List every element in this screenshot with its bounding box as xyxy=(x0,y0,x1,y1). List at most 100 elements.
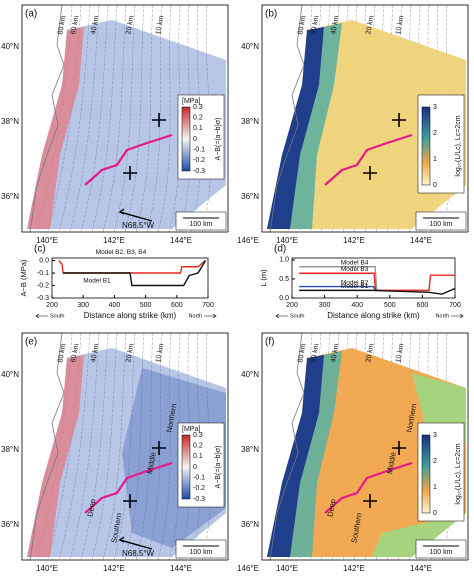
depth-label: 20 km xyxy=(365,343,375,363)
colorbar-tick: 0.2 xyxy=(193,115,203,122)
fault-trace xyxy=(324,133,413,186)
depth-label: 10 km xyxy=(155,343,165,363)
colorbar-tick: 0 xyxy=(193,464,197,471)
depth-label: 80 km xyxy=(297,15,307,35)
plot-area xyxy=(51,257,209,299)
y-tick-label: -0.2 xyxy=(37,282,49,289)
depth-contour xyxy=(58,332,91,561)
lon-label: 142°E xyxy=(343,564,365,571)
colorbar-tick: 3 xyxy=(433,104,437,111)
depth-contour xyxy=(113,332,136,561)
series-label: Model B2 xyxy=(341,279,369,286)
depth-label: 20 km xyxy=(365,15,375,35)
series-label: Model B2, B3, B4 xyxy=(96,249,147,256)
depth-contour xyxy=(102,4,127,233)
scale-label: 100 km xyxy=(190,221,213,228)
series-line xyxy=(299,272,455,292)
direction-arrow xyxy=(118,208,153,222)
colorbar xyxy=(421,434,431,514)
fault-trace xyxy=(84,461,173,514)
lon-label: 140°E xyxy=(276,236,298,245)
x-axis-title: Distance along strike (km) xyxy=(327,311,420,320)
x-tick-label: 200 xyxy=(46,302,58,309)
deep-strip xyxy=(267,27,324,229)
series-label: Model B3 xyxy=(341,266,369,273)
scale-box xyxy=(415,539,467,559)
panel-label: (d) xyxy=(274,244,286,255)
depth-label: 60 km xyxy=(310,15,320,35)
y-axis-title: L (m) xyxy=(259,269,268,287)
y-tick-label: -0.1 xyxy=(37,270,49,277)
colorbar-tick: -0.1 xyxy=(193,147,205,154)
colorbar-tick: 0.1 xyxy=(193,453,203,460)
colorbar-unit: [MPa] xyxy=(182,98,200,105)
lat-label: 38°N xyxy=(241,117,259,126)
colorbar-title: log₁₀(L/Lc), Lc=2cm xyxy=(455,115,462,176)
lat-label: 36°N xyxy=(241,192,259,201)
depth-label: 10 km xyxy=(155,15,165,35)
depth-contour xyxy=(69,4,100,233)
y-tick-label: 0.0 xyxy=(39,257,49,264)
map-panel: (b) 80 km 60 km 40 km 20 km 10 km 40°N 38°N 36°N… xyxy=(241,4,469,245)
colorbar xyxy=(421,106,431,186)
deep-strip xyxy=(27,355,84,557)
mid-strip xyxy=(290,23,342,229)
lon-label: 144°E xyxy=(170,236,192,245)
depth-label: 60 km xyxy=(70,15,80,35)
colorbar-tick: -0.1 xyxy=(193,475,205,482)
colorbar-tick: 0 xyxy=(193,136,197,143)
coastline xyxy=(29,4,65,233)
colorbar-tick: 0 xyxy=(433,182,437,189)
lat-label: 38°N xyxy=(1,117,19,126)
depth-label: 80 km xyxy=(297,343,307,363)
depth-contour xyxy=(69,332,100,561)
series-label: Model B1 xyxy=(341,283,369,290)
depth-label: 10 km xyxy=(395,343,405,363)
cross xyxy=(392,441,406,455)
lat-label: 36°N xyxy=(1,192,19,201)
depth-label: 60 km xyxy=(70,343,80,363)
colorbar-title: A−B(=(a−b)σ) xyxy=(215,117,222,160)
depth-label: 40 km xyxy=(330,15,340,35)
direction-label: N68.5°W xyxy=(122,549,155,558)
cross xyxy=(392,113,406,127)
depth-contour xyxy=(157,332,172,561)
depth-contour xyxy=(80,332,109,561)
lat-label: 36°N xyxy=(241,520,259,529)
depth-contour xyxy=(102,332,127,561)
x-tick-label: 300 xyxy=(319,302,331,309)
cross xyxy=(123,494,137,508)
colorbar-tick: 0.3 xyxy=(193,432,203,439)
depth-label: 20 km xyxy=(125,15,135,35)
direction-arrow xyxy=(118,536,153,550)
colorbar-tick: -0.2 xyxy=(193,485,205,492)
series-line xyxy=(299,287,456,295)
coastline xyxy=(29,332,65,561)
depth-contour xyxy=(135,4,154,233)
scale-label: 100 km xyxy=(430,549,453,556)
y-tick-label: 1.0 xyxy=(279,257,289,264)
map-frame xyxy=(21,332,229,561)
series-line xyxy=(63,260,207,287)
depth-contour xyxy=(58,4,91,233)
lon-label: 144°E xyxy=(410,236,432,245)
south-arrow xyxy=(275,313,288,319)
mid-strip xyxy=(290,351,342,557)
map-panel: (e) 80 km 60 km 40 km 20 km 10 km 40°N 38°N 36°N… xyxy=(1,332,259,573)
colorbar-title: log₁₀(L/Lc), Lc=2cm xyxy=(455,443,462,504)
colorbar-tick: -0.3 xyxy=(193,496,205,503)
cross xyxy=(363,166,377,180)
depth-label: 10 km xyxy=(395,15,405,35)
panel-label: (f) xyxy=(265,337,274,348)
x-axis-title: Distance along strike (km) xyxy=(84,311,177,320)
south-label: South xyxy=(290,313,304,319)
map-panel: (a) 80 km 60 km 40 km 20 km 10 km 40°N 38°N 36°N… xyxy=(1,4,259,245)
cross xyxy=(123,166,137,180)
colorbar-tick: 0.2 xyxy=(193,443,203,450)
fault-trace xyxy=(324,461,413,514)
south-arrow xyxy=(35,313,48,319)
depth-label: 40 km xyxy=(90,343,100,363)
lat-label: 40°N xyxy=(241,370,259,379)
depth-contour xyxy=(157,4,172,233)
